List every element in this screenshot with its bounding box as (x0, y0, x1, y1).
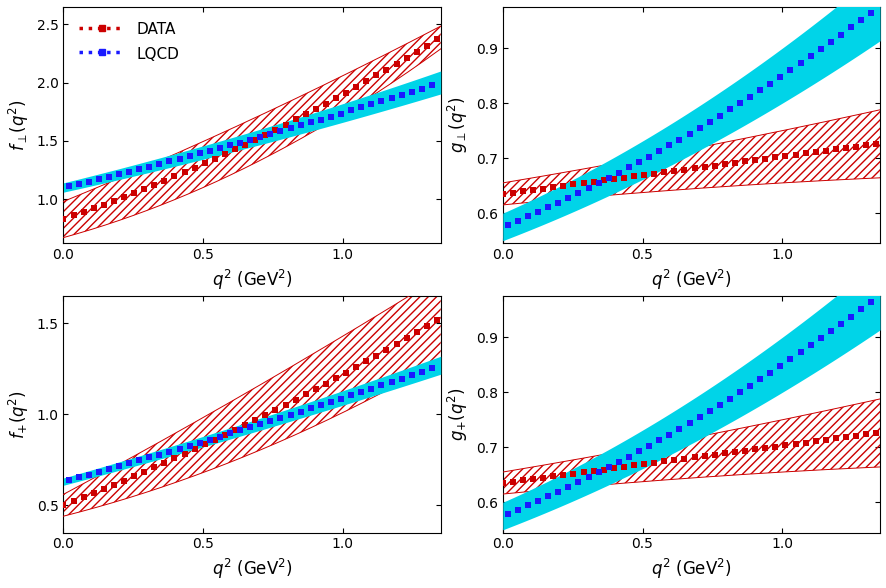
Legend: DATA, LQCD: DATA, LQCD (71, 15, 187, 69)
Y-axis label: $f_{+}(q^2)$: $f_{+}(q^2)$ (7, 390, 31, 439)
X-axis label: $q^2$ (GeV$^2$): $q^2$ (GeV$^2$) (212, 557, 292, 581)
Y-axis label: $f_{\perp}(q^2)$: $f_{\perp}(q^2)$ (7, 99, 31, 151)
X-axis label: $q^2$ (GeV$^2$): $q^2$ (GeV$^2$) (650, 557, 731, 581)
Y-axis label: $g_{+}(q^2)$: $g_{+}(q^2)$ (446, 387, 470, 441)
X-axis label: $q^2$ (GeV$^2$): $q^2$ (GeV$^2$) (650, 268, 731, 292)
X-axis label: $q^2$ (GeV$^2$): $q^2$ (GeV$^2$) (212, 268, 292, 292)
Y-axis label: $g_{\perp}(q^2)$: $g_{\perp}(q^2)$ (446, 97, 470, 153)
